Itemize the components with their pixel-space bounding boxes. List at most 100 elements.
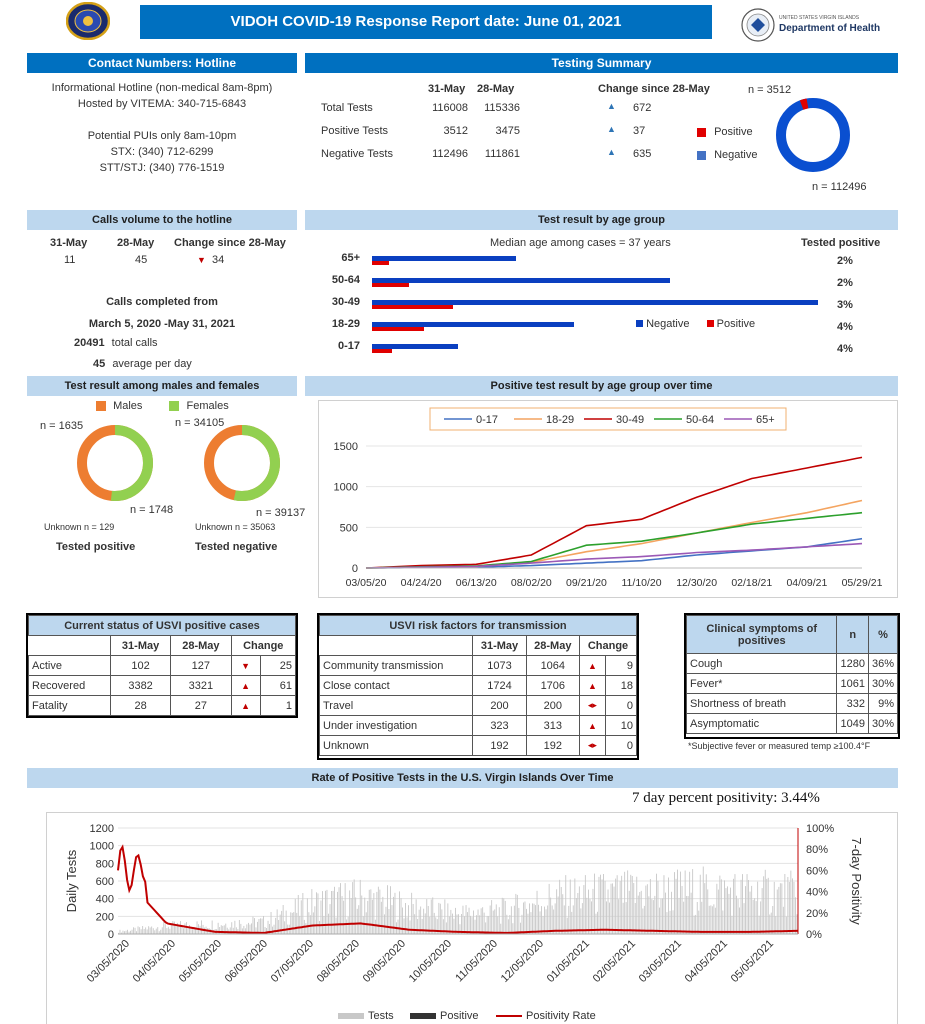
- tests-bar: [792, 878, 793, 934]
- vitema-seal: [65, 1, 111, 41]
- tests-bar: [131, 929, 133, 934]
- tests-bar: [724, 880, 725, 934]
- tests-bar: [314, 906, 316, 934]
- positivity-chart: 0 200 400 600 800 1000 1200 0% 20% 40% 60% 80% 100% D…: [64, 823, 864, 1022]
- legend-females: Females: [186, 400, 229, 412]
- cell-v1: 200: [472, 695, 527, 716]
- tests-bar: [444, 899, 446, 934]
- tests-bar: [223, 925, 225, 934]
- tests-bar: [347, 916, 349, 934]
- tests-bar: [494, 909, 496, 934]
- tests-bar: [166, 928, 168, 934]
- negative-bar: [372, 344, 459, 349]
- calls-col3: Change since 28-May: [174, 237, 286, 249]
- neg-bottom-n: n = 39137: [256, 507, 306, 519]
- tests-bar: [367, 900, 369, 934]
- tests-bar: [701, 901, 703, 934]
- tests-bar: [609, 902, 610, 934]
- tests-bar: [118, 932, 119, 934]
- cell-n: 1061: [836, 673, 869, 694]
- tests-bar: [362, 916, 364, 934]
- tests-bar: [702, 866, 704, 934]
- tested-positive-header: Tested positive: [801, 237, 881, 249]
- tests-bar: [178, 924, 180, 934]
- tests-bar: [643, 905, 645, 934]
- tests-bar: [152, 928, 154, 934]
- tests-bar: [736, 895, 737, 934]
- tests-bar: [319, 921, 320, 934]
- tests-bar: [276, 909, 278, 934]
- tests-bar: [603, 874, 604, 934]
- doh-name: Department of Health: [779, 23, 881, 34]
- tests-bar: [273, 924, 275, 934]
- tests-bar: [267, 920, 269, 934]
- tests-bar: [260, 918, 261, 934]
- tests-bar: [337, 891, 338, 934]
- tests-bar: [610, 883, 612, 934]
- tests-bar: [320, 900, 322, 934]
- cell-v1: 102: [109, 655, 172, 676]
- tests-bar: [604, 880, 606, 934]
- tests-bar: [766, 878, 768, 934]
- tests-bar: [634, 903, 636, 934]
- tests-bar: [473, 910, 474, 934]
- tests-bar: [601, 879, 603, 934]
- legend-positive-swatch: [410, 1013, 436, 1019]
- tests-bar: [778, 886, 780, 934]
- tests-bar: [795, 897, 796, 934]
- tests-bar: [649, 879, 651, 934]
- tests-bar: [418, 909, 420, 934]
- tests-bar: [368, 889, 370, 934]
- risk-table-frame: USVI risk factors for transmission 31-Ma…: [317, 613, 639, 760]
- tests-bar: [232, 927, 234, 934]
- risk-title: USVI risk factors for transmission: [319, 615, 637, 636]
- calls-v1: 11: [64, 254, 76, 266]
- tests-bar: [240, 923, 242, 934]
- tests-bar: [761, 888, 763, 934]
- tests-bar: [581, 903, 583, 934]
- tests-bar: [523, 902, 524, 934]
- x-tick-label: 07/05/2020: [269, 938, 316, 985]
- tests-bar: [529, 903, 530, 934]
- tests-bar: [714, 907, 716, 934]
- x-tick-label: 12/30/20: [676, 577, 717, 589]
- tests-bar: [248, 922, 249, 934]
- symptoms-title: Clinical symptoms of positives: [685, 615, 838, 654]
- tests-bar: [575, 898, 577, 934]
- tests-bar: [421, 918, 423, 934]
- tests-bar: [796, 914, 798, 934]
- tests-bar: [504, 900, 506, 934]
- tests-bar: [524, 901, 526, 934]
- y-tick-label: 200: [96, 911, 114, 923]
- testing-row-v2: 115336: [484, 102, 520, 114]
- tests-bar: [158, 931, 160, 934]
- tests-bar: [217, 922, 219, 934]
- tests-bar: [731, 915, 733, 934]
- tests-bar: [728, 893, 730, 934]
- tests-bar: [535, 905, 536, 934]
- tests-bar: [781, 883, 783, 934]
- pui-line: Potential PUIs only 8am-10pm: [87, 130, 237, 142]
- cell-v2: 192: [525, 735, 580, 756]
- tests-bar: [137, 926, 139, 934]
- tests-bar: [441, 909, 443, 934]
- tests-bar: [784, 874, 786, 934]
- tests-bar: [787, 877, 789, 934]
- tests-bar: [538, 904, 539, 934]
- tests-bar: [275, 917, 277, 934]
- tests-bar: [671, 891, 672, 934]
- tests-bar: [447, 903, 449, 934]
- tests-bar: [584, 875, 586, 934]
- tests-bar: [121, 932, 122, 934]
- cell-dir: ◂▸: [578, 735, 606, 756]
- tests-bar: [361, 895, 363, 934]
- tests-bar: [439, 903, 441, 934]
- neg-caption: Tested negative: [195, 541, 278, 553]
- tests-bar: [176, 922, 178, 934]
- x-tick-label: 05/29/21: [842, 577, 883, 589]
- tests-bar: [190, 928, 192, 934]
- tests-bar: [754, 898, 756, 934]
- tests-bar: [563, 905, 565, 934]
- tests-bar: [306, 898, 308, 934]
- tests-bar: [616, 875, 618, 934]
